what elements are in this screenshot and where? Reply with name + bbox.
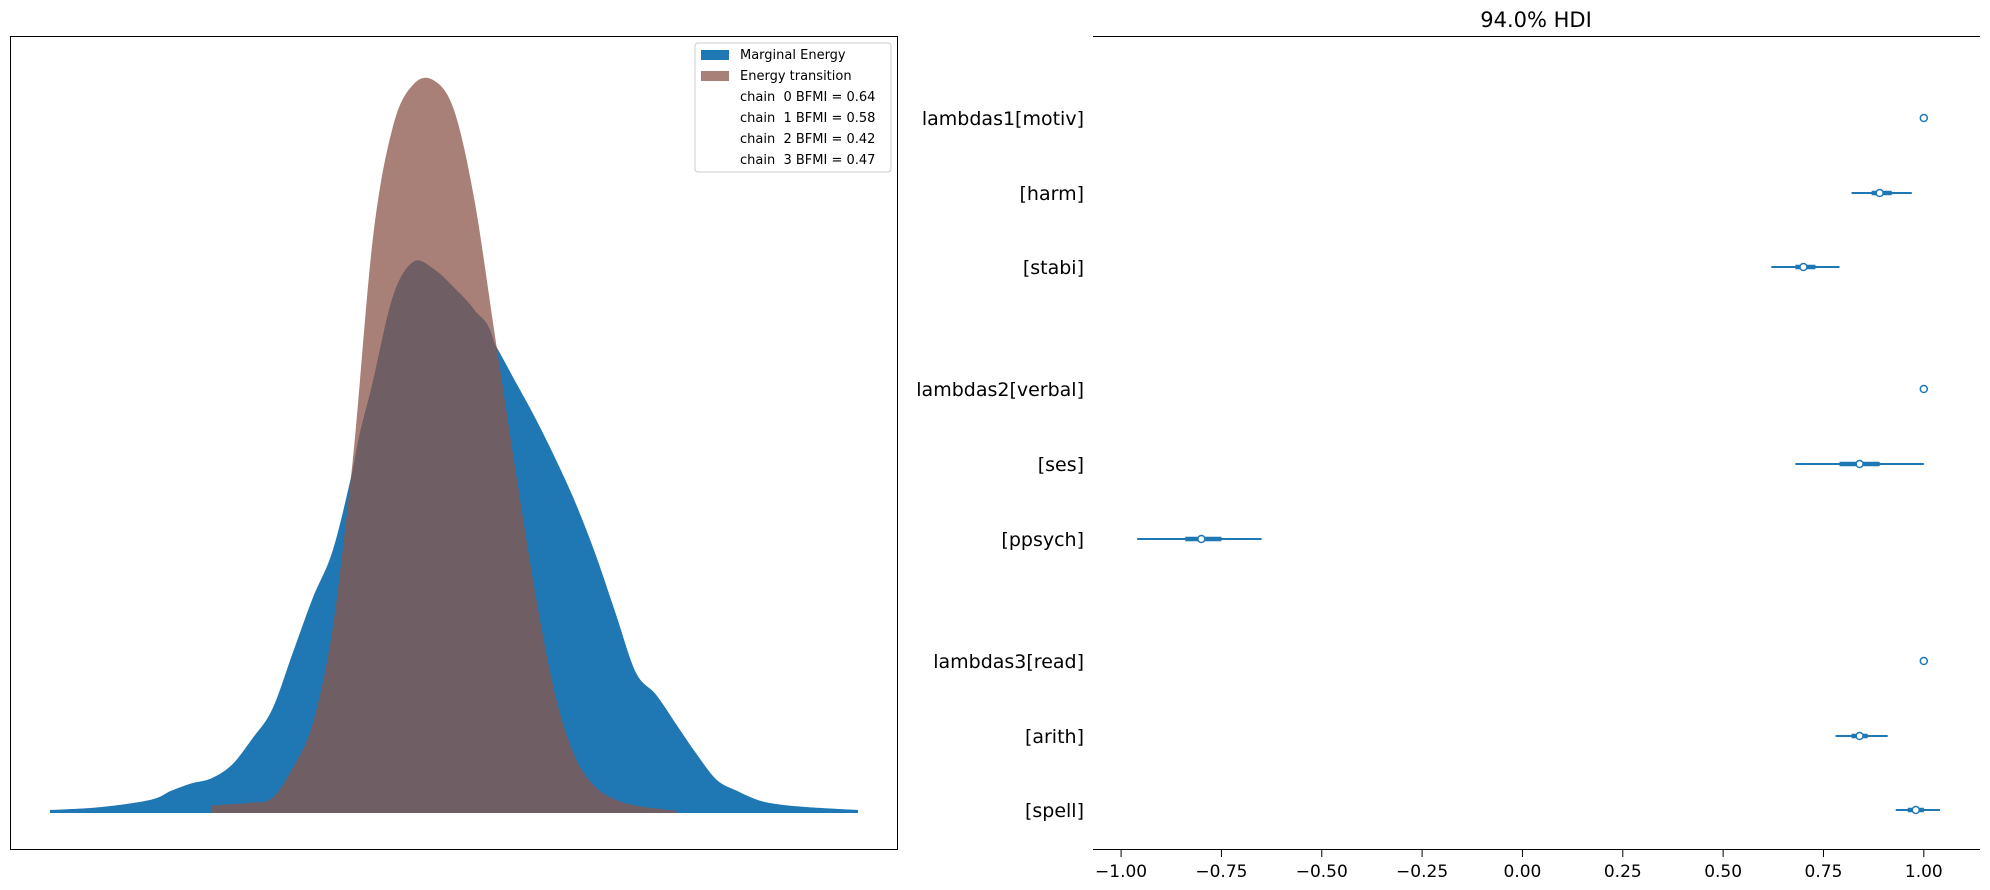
median-point xyxy=(1875,188,1884,198)
median-point xyxy=(1855,731,1864,741)
forest-row-label: [harm] xyxy=(1020,183,1085,205)
median-point xyxy=(1197,534,1206,544)
x-tick-label: 0.50 xyxy=(1704,862,1742,882)
forest-row: [ppsych] xyxy=(1001,529,1262,551)
x-tick-label: −1.00 xyxy=(1095,862,1147,882)
forest-x-axis-ticks: −1.00 −0.75 −0.50 −0.25 0.00 0.25 0.50 0.75 1.00 xyxy=(1095,850,1943,882)
forest-row: [arith] xyxy=(1025,726,1888,748)
density-overlap-region xyxy=(211,260,677,813)
forest-row: [harm] xyxy=(1020,183,1912,205)
forest-row: [spell] xyxy=(1025,800,1940,822)
forest-plot-title: 94.0% HDI xyxy=(1480,8,1592,32)
legend-swatch-energy-transition xyxy=(701,71,729,81)
forest-row-label: [ppsych] xyxy=(1001,529,1084,551)
forest-row-label: lambdas2[verbal] xyxy=(916,379,1084,401)
x-tick-label: −0.50 xyxy=(1296,862,1348,882)
legend: Marginal Energy Energy transition chain … xyxy=(694,42,892,173)
x-tick-label: 0.25 xyxy=(1604,862,1642,882)
x-tick-label: 1.00 xyxy=(1905,862,1943,882)
median-point xyxy=(1919,384,1929,394)
forest-rows: lambdas1[motiv] [harm] [stabi] lambdas2[ver… xyxy=(916,108,1940,822)
forest-row-label: lambdas3[read] xyxy=(933,651,1084,673)
median-point xyxy=(1919,656,1929,666)
x-tick-label: −0.25 xyxy=(1396,862,1448,882)
legend-swatch-marginal-energy xyxy=(701,50,729,60)
legend-entry-chain-2-bfmi: chain 2 BFMI = 0.42 xyxy=(740,132,875,147)
legend-entry-chain-3-bfmi: chain 3 BFMI = 0.47 xyxy=(740,153,875,168)
legend-entry-chain-1-bfmi: chain 1 BFMI = 0.58 xyxy=(740,111,875,126)
median-point xyxy=(1799,262,1808,272)
median-point xyxy=(1855,459,1864,469)
x-tick-label: 0.75 xyxy=(1805,862,1843,882)
forest-row: lambdas3[read] xyxy=(933,651,1929,673)
forest-row-label: [stabi] xyxy=(1023,257,1084,279)
forest-row: lambdas2[verbal] xyxy=(916,379,1929,401)
forest-plot: 94.0% HDI lambdas1[motiv][harm][stabi]la… xyxy=(916,8,1980,882)
energy-plot-frame xyxy=(10,36,898,850)
forest-row-label: [spell] xyxy=(1025,800,1084,822)
forest-row-label: [arith] xyxy=(1025,726,1084,748)
forest-row: [stabi] xyxy=(1023,257,1840,279)
forest-row: [ses] xyxy=(1038,454,1924,476)
forest-row: lambdas1[motiv] xyxy=(922,108,1929,130)
median-point xyxy=(1911,805,1921,815)
legend-entry-energy-transition: Energy transition xyxy=(740,69,852,84)
median-point xyxy=(1919,113,1929,123)
x-tick-label: 0.00 xyxy=(1504,862,1542,882)
legend-frame xyxy=(694,42,892,173)
legend-entry-chain-0-bfmi: chain 0 BFMI = 0.64 xyxy=(740,90,875,105)
x-tick-label: −0.75 xyxy=(1195,862,1247,882)
energy-plot: Marginal Energy Energy transition chain … xyxy=(10,36,898,850)
legend-entry-marginal-energy: Marginal Energy xyxy=(740,48,846,63)
forest-row-label: lambdas1[motiv] xyxy=(922,108,1084,130)
forest-row-label: [ses] xyxy=(1038,454,1084,476)
